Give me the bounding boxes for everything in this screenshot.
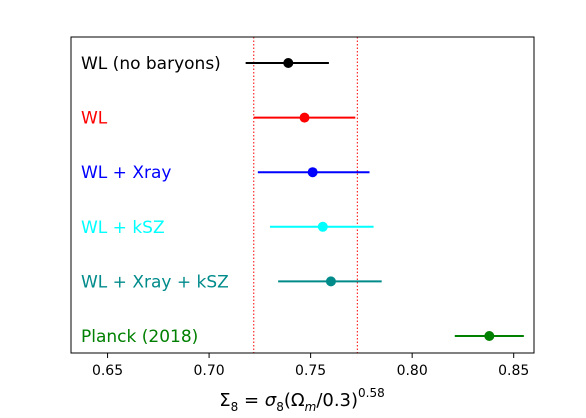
x-axis-ticks: 0.65 0.70 0.75 0.80 0.85 <box>92 353 529 379</box>
plot-elements: WL (no baryons) WL WL + Xray WL + kSZ WL + X… <box>81 37 524 353</box>
x-axis-label-sigma: Σ <box>219 390 230 411</box>
row-label: WL (no baryons) <box>81 54 221 74</box>
x-axis-label-close: /0.3) <box>316 390 358 411</box>
data-point <box>283 58 294 68</box>
data-point <box>307 167 318 178</box>
x-axis-label-sigma8-sub: 8 <box>276 400 284 414</box>
x-tick-label: 0.65 <box>92 363 123 379</box>
x-axis-label-omega-sub: m <box>305 400 317 414</box>
row-label: WL <box>81 109 108 129</box>
x-tick-label: 0.70 <box>194 363 225 379</box>
data-point <box>484 331 495 341</box>
data-point <box>299 112 310 123</box>
x-tick-label: 0.80 <box>397 363 428 379</box>
x-axis-label: Σ8 = σ8(Ωm/0.3)0.58 <box>219 386 385 414</box>
row-label: WL + kSZ <box>81 218 165 238</box>
row-label: Planck (2018) <box>81 327 198 347</box>
plot-frame <box>70 36 535 354</box>
x-axis-label-eq: = σ <box>238 390 277 411</box>
data-point <box>325 276 336 287</box>
row-label: WL + Xray <box>81 163 171 183</box>
x-tick-label: 0.75 <box>295 363 326 379</box>
x-axis-label-power: 0.58 <box>358 386 385 400</box>
x-axis-label-omega: (Ω <box>284 390 305 411</box>
x-axis-label-sigma-sub: 8 <box>231 400 239 414</box>
row-label: WL + Xray + kSZ <box>81 272 229 292</box>
data-point <box>317 221 328 232</box>
x-tick-label: 0.85 <box>498 363 529 379</box>
